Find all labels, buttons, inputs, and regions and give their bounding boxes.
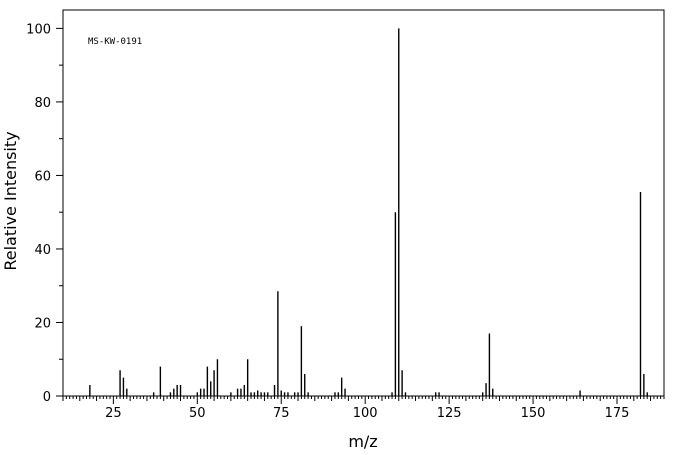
spectrum-bars: [89, 28, 648, 396]
y-tick-label: 40: [34, 243, 51, 258]
x-tick-label: 125: [437, 406, 462, 421]
y-tick-label: 0: [43, 390, 51, 405]
y-axis-title: Relative Intensity: [1, 131, 20, 270]
x-tick-label: 100: [353, 406, 378, 421]
x-axis-title: m/z: [348, 432, 377, 451]
spectrum-code-label: MS-KW-0191: [88, 37, 142, 47]
plot-frame: [62, 9, 665, 397]
y-tick-label: 60: [34, 169, 51, 184]
axis-tick-labels: 25 50 75 100 125 150 175 0 20 40 60 80 100: [26, 22, 629, 421]
y-tick-label: 80: [34, 96, 51, 111]
x-tick-label: 25: [105, 406, 122, 421]
y-tick-label: 20: [34, 316, 51, 331]
x-tick-label: 75: [273, 406, 290, 421]
y-tick-label: 100: [26, 22, 51, 37]
x-tick-label: 50: [189, 406, 206, 421]
axis-ticks: [56, 27, 665, 404]
x-tick-label: 150: [521, 406, 546, 421]
x-tick-label: 175: [605, 406, 630, 421]
